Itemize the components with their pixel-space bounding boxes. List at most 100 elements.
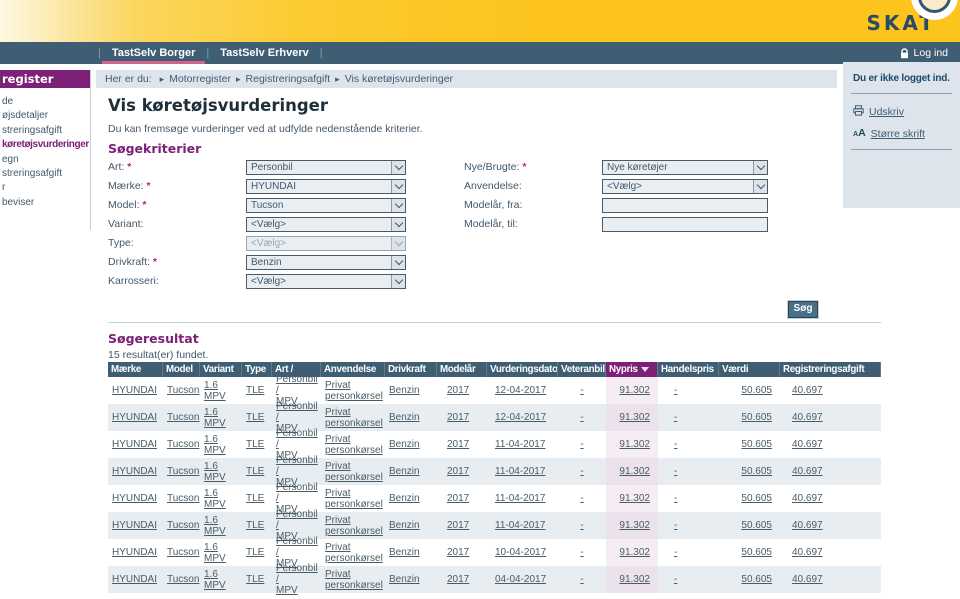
cell-link[interactable]: 12-04-2017 <box>495 412 547 423</box>
select-art[interactable]: Personbil <box>246 160 406 175</box>
cell-link[interactable]: - <box>580 547 584 558</box>
cell-link[interactable]: 04-04-2017 <box>495 574 547 585</box>
col-header-model[interactable]: Model <box>163 362 200 377</box>
col-header-vurderingsdato[interactable]: Vurderingsdato <box>487 362 558 377</box>
cell-link[interactable]: 50.605 <box>741 547 772 558</box>
cell-link[interactable]: HYUNDAI <box>112 520 158 531</box>
select-variant[interactable]: <Vælg> <box>246 217 406 232</box>
cell-link[interactable]: 50.605 <box>741 574 772 585</box>
cell-link[interactable]: Benzin <box>389 493 420 504</box>
cell-link[interactable]: - <box>580 385 584 396</box>
cell-link[interactable]: Benzin <box>389 466 420 477</box>
select-nye-brugte[interactable]: Nye køretøjer <box>602 160 768 175</box>
cell-link[interactable]: Personbil / MPV <box>276 374 318 407</box>
breadcrumb-item-registreringsafgift[interactable]: Registreringsafgift <box>245 73 331 85</box>
cell-link[interactable]: Privat personkørsel <box>325 487 383 510</box>
cell-link[interactable]: TLE <box>246 493 265 504</box>
cell-link[interactable]: 40.697 <box>792 385 823 396</box>
cell-link[interactable]: 50.605 <box>741 412 772 423</box>
cell-link[interactable]: - <box>674 520 678 531</box>
cell-link[interactable]: Personbil / MPV <box>276 563 318 596</box>
cell-link[interactable]: TLE <box>246 520 265 531</box>
cell-link[interactable]: 10-04-2017 <box>495 547 547 558</box>
cell-link[interactable]: Personbil / MPV <box>276 482 318 515</box>
cell-link[interactable]: 40.697 <box>792 466 823 477</box>
cell-link[interactable]: 11-04-2017 <box>495 466 546 477</box>
cell-link[interactable]: - <box>580 466 584 477</box>
cell-link[interactable]: HYUNDAI <box>112 412 158 423</box>
cell-link[interactable]: 50.605 <box>741 385 772 396</box>
cell-link[interactable]: Personbil / MPV <box>276 509 318 542</box>
cell-link[interactable]: 1.6 MPV <box>204 433 226 456</box>
input-modelår-til[interactable] <box>602 217 768 232</box>
cell-link[interactable]: Tucson <box>167 547 200 558</box>
cell-link[interactable]: 11-04-2017 <box>495 439 546 450</box>
cell-link[interactable]: TLE <box>246 547 265 558</box>
cell-link[interactable]: 40.697 <box>792 520 823 531</box>
cell-link[interactable]: - <box>580 574 584 585</box>
col-header-variant[interactable]: Variant <box>200 362 242 377</box>
select-model[interactable]: Tucson <box>246 198 406 213</box>
col-header-veteranbil[interactable]: Veteranbil <box>558 362 606 377</box>
cell-link[interactable]: 12-04-2017 <box>495 385 547 396</box>
cell-link[interactable]: Tucson <box>167 385 200 396</box>
cell-link[interactable]: 1.6 MPV <box>204 568 226 591</box>
cell-link[interactable]: TLE <box>246 439 265 450</box>
select-anvendelse[interactable]: <Vælg> <box>602 179 768 194</box>
cell-link[interactable]: 91.302 <box>619 520 650 531</box>
col-header-værdi[interactable]: Værdi <box>719 362 780 377</box>
cell-link[interactable]: Tucson <box>167 439 200 450</box>
link-større-skrift[interactable]: Større skrift <box>870 127 925 140</box>
cell-link[interactable]: 50.605 <box>741 439 772 450</box>
sidebar-item[interactable]: de <box>2 96 14 107</box>
sidebar-item[interactable]: køretøjsvurderinger <box>2 139 89 151</box>
cell-link[interactable]: Personbil / MPV <box>276 428 318 461</box>
cell-link[interactable]: 91.302 <box>619 385 650 396</box>
cell-link[interactable]: 1.6 MPV <box>204 406 226 429</box>
tab-tastselv-erhverv[interactable]: TastSelv Erhverv <box>220 47 309 59</box>
cell-link[interactable]: Personbil / MPV <box>276 455 318 488</box>
cell-link[interactable]: 1.6 MPV <box>204 541 226 564</box>
select-drivkraft[interactable]: Benzin <box>246 255 406 270</box>
col-header-handelspris[interactable]: Handelspris <box>658 362 719 377</box>
sidebar-item[interactable]: streringsafgift <box>2 168 63 180</box>
cell-link[interactable]: 2017 <box>447 385 470 396</box>
tab-tastselv-borger[interactable]: TastSelv Borger <box>102 42 206 64</box>
cell-link[interactable]: TLE <box>246 574 265 585</box>
cell-link[interactable]: 91.302 <box>619 547 650 558</box>
cell-link[interactable]: 91.302 <box>619 439 650 450</box>
sidebar-item[interactable]: egn <box>2 153 19 165</box>
cell-link[interactable]: 2017 <box>447 439 470 450</box>
cell-link[interactable]: 1.6 MPV <box>204 487 226 510</box>
cell-link[interactable]: Personbil / MPV <box>276 401 318 434</box>
col-header-registreringsafgift[interactable]: Registreringsafgift <box>780 362 881 377</box>
cell-link[interactable]: Benzin <box>389 574 420 585</box>
cell-link[interactable]: 2017 <box>447 547 470 558</box>
cell-link[interactable]: - <box>674 574 678 585</box>
cell-link[interactable]: HYUNDAI <box>112 385 158 396</box>
cell-link[interactable]: 40.697 <box>792 439 823 450</box>
cell-link[interactable]: 2017 <box>447 493 470 504</box>
cell-link[interactable]: 91.302 <box>619 493 650 504</box>
col-header-nypris[interactable]: Nypris <box>606 362 658 377</box>
cell-link[interactable]: Privat personkørsel <box>325 433 383 456</box>
cell-link[interactable]: Tucson <box>167 412 200 423</box>
sidebar-item[interactable]: streringsafgift <box>2 124 63 136</box>
cell-link[interactable]: Privat personkørsel <box>325 541 383 564</box>
cell-link[interactable]: 40.697 <box>792 547 823 558</box>
cell-link[interactable]: - <box>674 493 678 504</box>
cell-link[interactable]: Benzin <box>389 412 420 423</box>
cell-link[interactable]: HYUNDAI <box>112 574 158 585</box>
cell-link[interactable]: TLE <box>246 385 265 396</box>
cell-link[interactable]: TLE <box>246 412 265 423</box>
cell-link[interactable]: 40.697 <box>792 574 823 585</box>
sidebar-item[interactable]: r <box>2 182 6 194</box>
cell-link[interactable]: 40.697 <box>792 412 823 423</box>
cell-link[interactable]: 91.302 <box>619 466 650 477</box>
cell-link[interactable]: - <box>674 412 678 423</box>
cell-link[interactable]: TLE <box>246 466 265 477</box>
cell-link[interactable]: - <box>674 466 678 477</box>
cell-link[interactable]: 50.605 <box>741 493 772 504</box>
input-modelår-fra[interactable] <box>602 198 768 213</box>
cell-link[interactable]: Benzin <box>389 547 420 558</box>
